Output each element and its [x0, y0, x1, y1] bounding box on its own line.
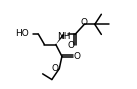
Text: HO: HO [15, 29, 29, 38]
Text: O: O [52, 64, 59, 73]
Polygon shape [56, 34, 65, 44]
Text: NH: NH [57, 32, 70, 40]
Text: O: O [68, 41, 75, 50]
Text: O: O [81, 18, 88, 27]
Text: O: O [74, 52, 81, 61]
